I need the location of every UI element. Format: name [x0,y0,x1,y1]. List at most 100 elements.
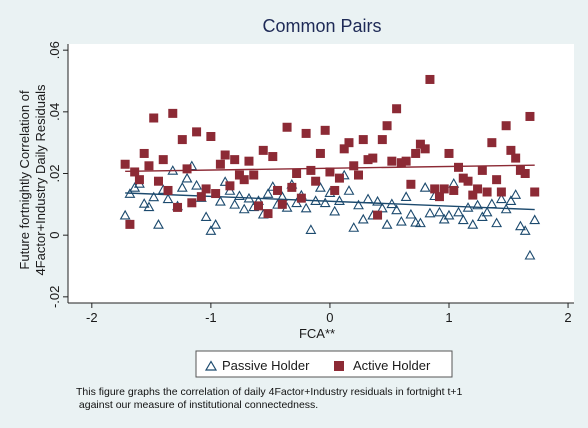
active-holder-point [306,166,315,175]
x-axis-title: FCA** [299,326,335,341]
active-holder-point [206,132,215,141]
active-holder-point [302,129,311,138]
x-axis-ticks: -2 -1 0 1 2 [86,303,572,325]
active-holder-point [264,209,273,218]
active-holder-point [216,160,225,169]
figure-caption: This figure graphs the correlation of da… [76,386,556,411]
active-holder-point [230,155,239,164]
active-holder-point [497,188,506,197]
active-holder-point [192,127,201,136]
active-holder-point [278,200,287,209]
active-holder-point [316,149,325,158]
active-holder-point [273,186,282,195]
y-tick-label: .06 [47,41,62,59]
x-tick-label: -1 [205,310,217,325]
active-holder-point [168,109,177,118]
active-holder-point [354,171,363,180]
active-holder-point [502,121,511,130]
chart-title: Common Pairs [262,16,381,36]
active-holder-point [525,112,534,121]
active-holder-point [406,180,415,189]
active-holder-point [344,138,353,147]
active-holder-point [464,177,473,186]
y-axis-title-line-2: 4Factor+Industry Daily Residuals [33,84,48,276]
active-holder-point [121,160,130,169]
active-holder-point [449,186,458,195]
active-holder-point [297,194,306,203]
active-holder-point [221,151,230,160]
active-holder-point [440,184,449,193]
active-holder-point [454,163,463,172]
active-holder-point [387,157,396,166]
active-holder-point [402,157,411,166]
active-holder-point [506,146,515,155]
active-holder-point [511,154,520,163]
x-tick-label: 0 [326,310,333,325]
active-holder-point [187,198,196,207]
active-holder-point [183,164,192,173]
active-holder-point [225,181,234,190]
active-holder-point [287,183,296,192]
active-holder-point [425,75,434,84]
active-holder-point [430,184,439,193]
legend: Passive Holder Active Holder [196,351,452,377]
y-tick-label: 0 [47,232,62,239]
active-holder-point [359,135,368,144]
active-holder-point [530,188,539,197]
active-holder-point [254,201,263,210]
active-holder-point [149,114,158,123]
active-holder-point [421,144,430,153]
active-holder-point [240,175,249,184]
active-holder-point [259,146,268,155]
active-holder-point [125,220,134,229]
active-holder-point [283,123,292,132]
active-holder-point [268,152,277,161]
active-holder-point [521,169,530,178]
y-axis-title-line-1: Future fortnightly Correlation of [17,90,32,270]
active-holder-point [144,161,153,170]
active-holder-point [373,211,382,220]
active-holder-point [330,186,339,195]
legend-active-label: Active Holder [353,358,431,373]
x-tick-label: -2 [86,310,98,325]
active-holder-point [492,175,501,184]
active-holder-point [411,149,420,158]
active-holder-point [473,184,482,193]
plot-area [68,44,574,303]
y-tick-label: -.02 [47,286,62,308]
active-holder-point [444,149,453,158]
active-holder-point [249,171,258,180]
x-tick-label: 1 [445,310,452,325]
active-holder-point [392,104,401,113]
caption-line-1: This figure graphs the correlation of da… [76,386,556,399]
active-holder-point [478,166,487,175]
active-holder-point [321,126,330,135]
active-holder-point [487,138,496,147]
active-holder-point [173,203,182,212]
active-holder-point [178,135,187,144]
active-holder-point [292,169,301,178]
y-axis-ticks: -.02 0 .02 .04 .06 [47,41,68,308]
active-holder-point [378,135,387,144]
active-holder-point [435,192,444,201]
active-holder-point [164,186,173,195]
active-holder-point [335,174,344,183]
x-tick-label: 2 [564,310,571,325]
active-holder-point [311,177,320,186]
active-holder-point [135,175,144,184]
active-holder-point [130,167,139,176]
active-holder-point [140,149,149,158]
active-holder-point [197,192,206,201]
caption-line-2: against our measure of institutional con… [76,399,556,412]
active-holder-point [211,189,220,198]
active-holder-point [202,184,211,193]
active-holder-point [244,157,253,166]
active-holder-point [483,188,492,197]
legend-active-marker [334,361,344,371]
active-holder-point [349,161,358,170]
legend-passive-label: Passive Holder [222,358,310,373]
active-holder-point [368,154,377,163]
y-tick-label: .04 [47,103,62,121]
